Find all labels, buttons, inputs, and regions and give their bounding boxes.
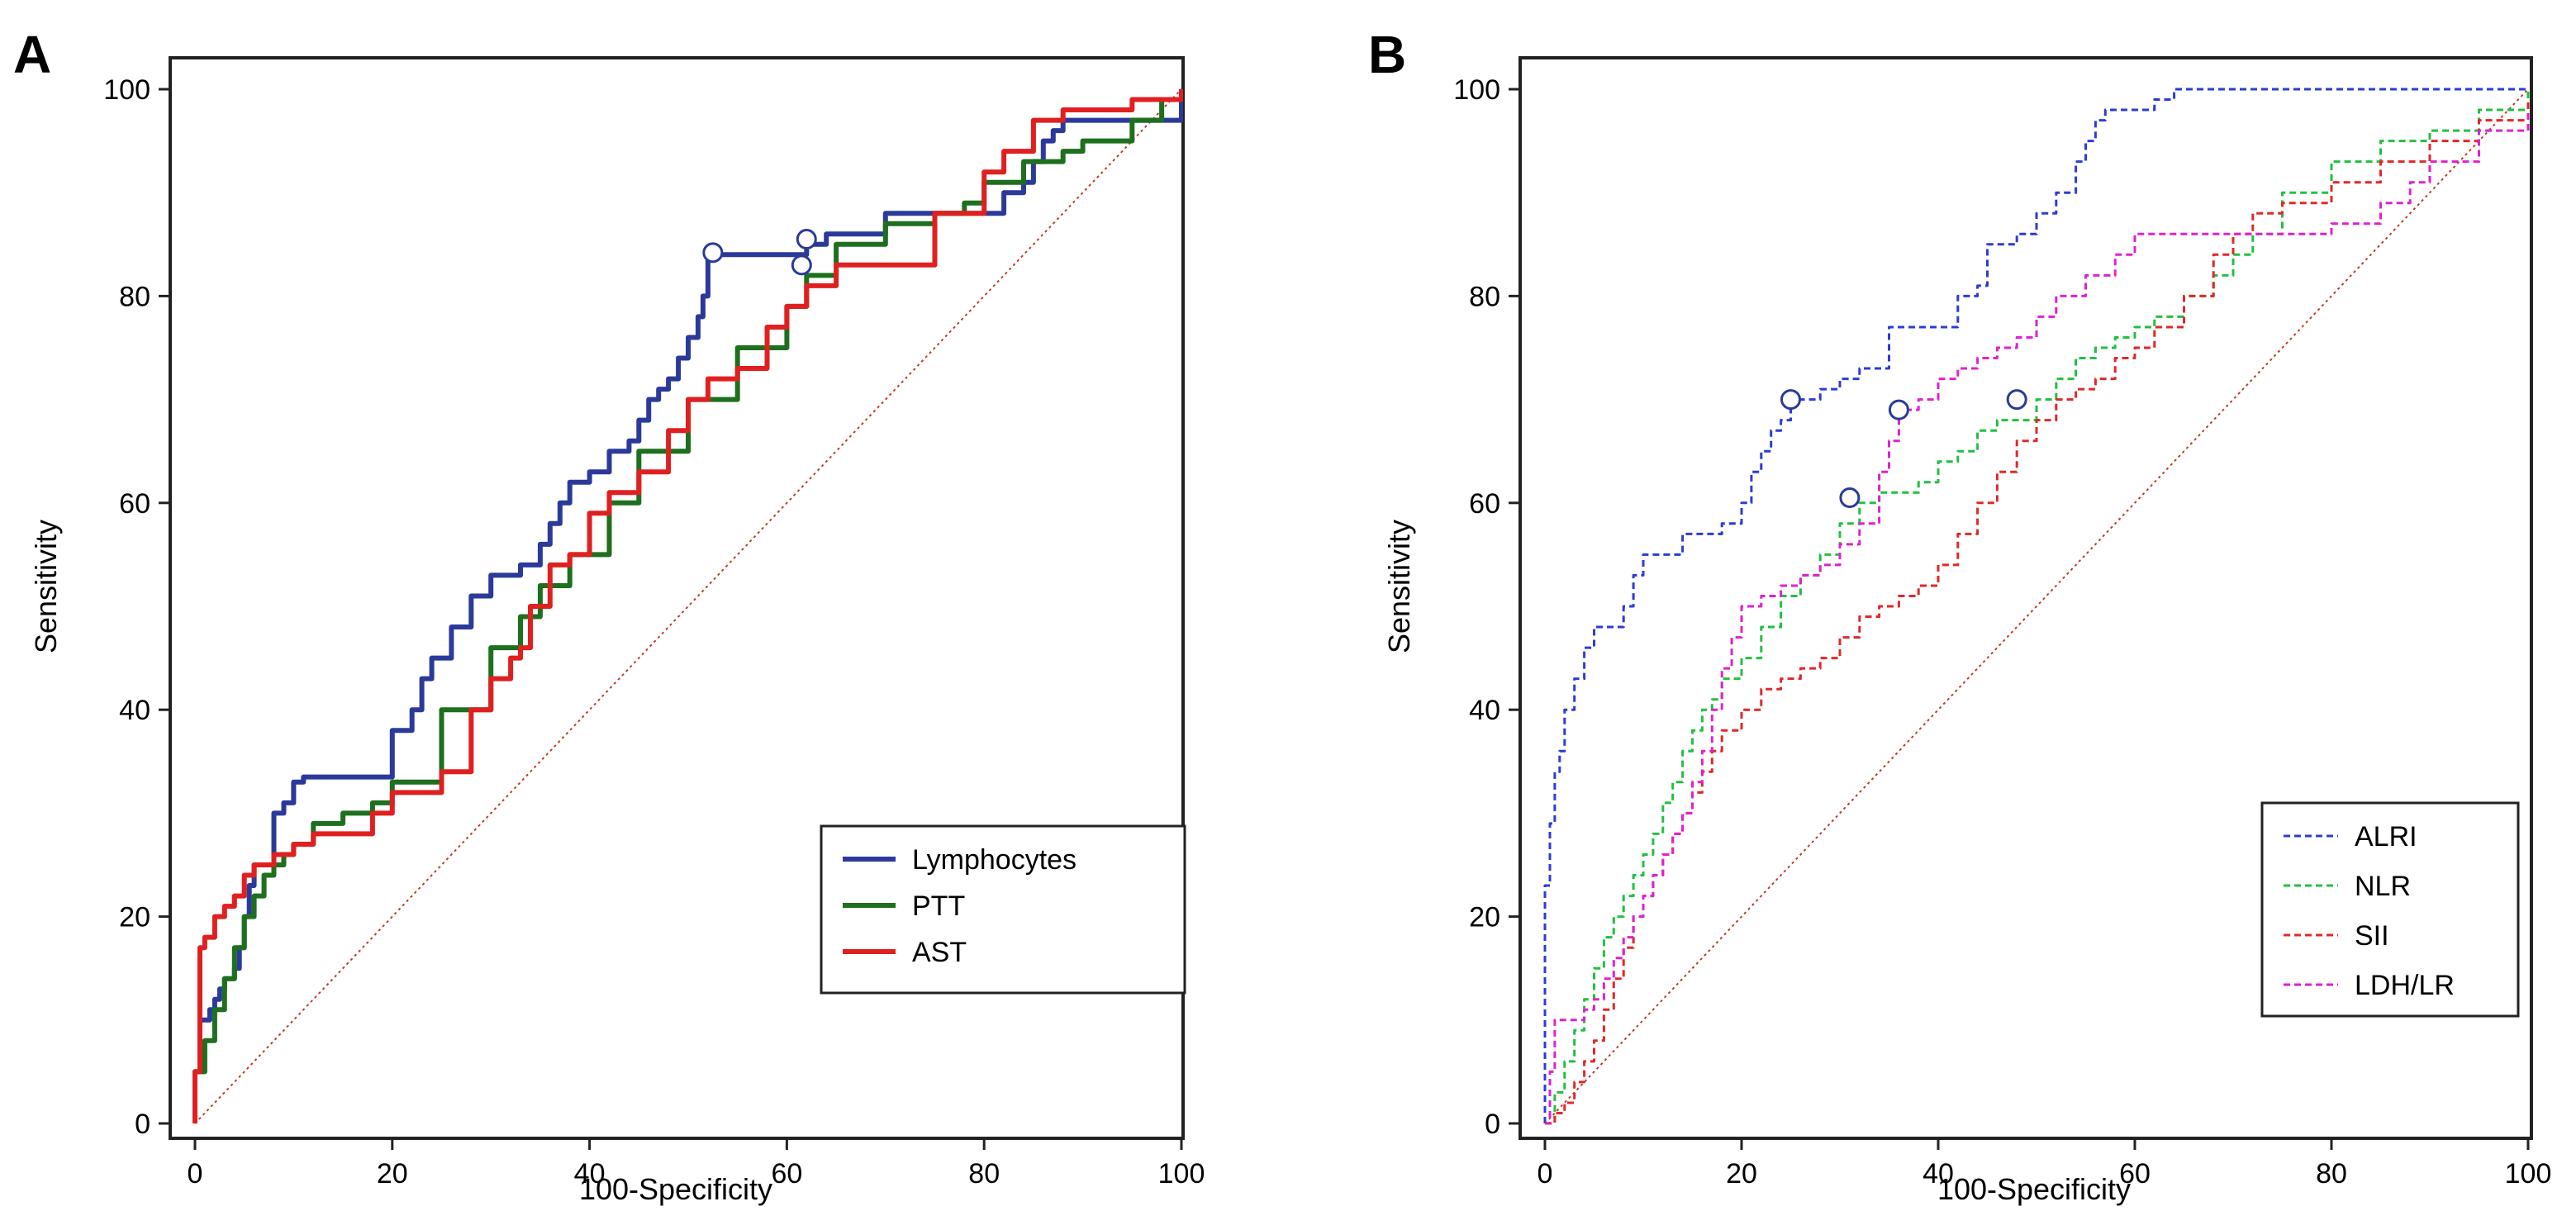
panel-b-y-tick-label-20: 20 — [1469, 902, 1500, 933]
panel-a-series — [192, 89, 1183, 1123]
panel-a-legend-box — [820, 824, 1186, 995]
panel-a-x-tick-label-80: 80 — [968, 1158, 1000, 1190]
panel-a-x-tick-label-100: 100 — [1158, 1158, 1205, 1190]
panel-a-legend: Lymphocytes PTT AST — [820, 824, 1186, 995]
panel-b-x-axis-title: 100-Specificity — [1937, 1172, 2131, 1206]
panel-b-series-ldh-lr — [1545, 110, 2530, 1125]
panel-a-series-ast — [192, 89, 1183, 1123]
panel-b-reference-line — [1544, 88, 2529, 1124]
panel-a-y-tick-label-60: 60 — [119, 488, 150, 520]
panel-b-chance-line — [1544, 88, 2529, 1124]
panel-b-x-tick-label-40: 40 — [1922, 1158, 1954, 1190]
panel-a-series-lymphocytes — [192, 89, 1183, 1123]
panel-a-ticks: 0 20 40 60 80 100 0 20 40 60 80 100 — [103, 74, 1205, 1190]
panel-a-legend-label-lymphocytes: Lymphocytes — [912, 844, 1077, 876]
panel-a-x-tick-label-60: 60 — [771, 1158, 802, 1190]
panel-a-chance-line — [194, 88, 1182, 1124]
panel-b-plot-frame — [1519, 56, 2533, 1140]
panel-b-x-tick-label-20: 20 — [1726, 1158, 1757, 1190]
panel-b-cutoff-point-sii — [2006, 389, 2027, 411]
panel-b-chart: B 0 20 40 60 80 100 0 20 40 60 80 100 100-Specifici… — [1368, 25, 2551, 1206]
panel-b-y-tick-label-100: 100 — [1453, 74, 1500, 106]
panel-a-y-tick-label-0: 0 — [135, 1109, 150, 1140]
panel-a-y-axis-title: Sensitivity — [29, 520, 63, 653]
panel-a-x-tick-label-20: 20 — [377, 1158, 408, 1190]
panel-b-y-tick-label-60: 60 — [1469, 488, 1500, 520]
panel-a-letter: A — [13, 25, 51, 84]
panel-a-legend-label-ptt: PTT — [912, 890, 965, 922]
panel-b-y-axis-title: Sensitivity — [1382, 520, 1416, 653]
panel-a-cutoff-point-ptt — [796, 229, 817, 250]
panel-b-letter: B — [1368, 25, 1406, 84]
panel-b-y-tick-label-40: 40 — [1469, 695, 1500, 726]
panel-b-y-tick-label-80: 80 — [1469, 281, 1500, 312]
panel-b-x-tick-label-100: 100 — [2505, 1158, 2552, 1190]
panel-a-x-tick-label-40: 40 — [574, 1158, 606, 1190]
panel-b-legend-box — [2260, 801, 2520, 1018]
panel-a-highlight-points — [702, 229, 817, 276]
panel-a-x-tick-label-0: 0 — [188, 1158, 203, 1190]
panel-b-legend-label-ldh-lr: LDH/LR — [2355, 970, 2455, 1001]
panel-b-ticks: 0 20 40 60 80 100 0 20 40 60 80 100 — [1453, 74, 2551, 1190]
panel-b-x-tick-label-80: 80 — [2316, 1158, 2347, 1190]
panel-b-legend-label-sii: SII — [2355, 920, 2389, 952]
panel-b-x-tick-label-60: 60 — [2119, 1158, 2151, 1190]
panel-b-x-tick-label-0: 0 — [1538, 1158, 1553, 1190]
panel-a-legend-label-ast: AST — [912, 937, 967, 968]
panel-a-y-tick-label-20: 20 — [119, 902, 150, 933]
panel-b-legend: ALRI NLR SII LDH/LR — [2260, 801, 2520, 1018]
panel-b-legend-label-alri: ALRI — [2355, 821, 2417, 852]
panel-a-y-tick-label-80: 80 — [119, 281, 150, 312]
panel-a-plot-frame — [169, 56, 1185, 1140]
panel-a-y-tick-label-100: 100 — [103, 74, 150, 106]
panel-b-cutoff-point-nlr — [1839, 487, 1861, 509]
panel-a-cutoff-point-ast — [791, 254, 812, 276]
panel-b-cutoff-point-alri — [1780, 389, 1801, 411]
panel-a-chart: A 0 20 40 60 80 100 0 20 40 60 80 100 100-Specifici… — [13, 25, 1205, 1206]
panel-a-reference-line — [194, 88, 1182, 1124]
panel-b-legend-label-nlr: NLR — [2355, 871, 2411, 902]
panel-b-highlight-points — [1780, 389, 2027, 509]
panel-a-y-tick-label-40: 40 — [119, 695, 150, 726]
panel-a-cutoff-point-lymphocytes — [702, 242, 724, 264]
panel-b-y-tick-label-0: 0 — [1485, 1109, 1500, 1140]
panel-a-x-axis-title: 100-Specificity — [579, 1172, 772, 1206]
panel-b-cutoff-point-ldh-lr — [1888, 399, 1909, 420]
panel-b-series-sii — [1545, 99, 2530, 1125]
